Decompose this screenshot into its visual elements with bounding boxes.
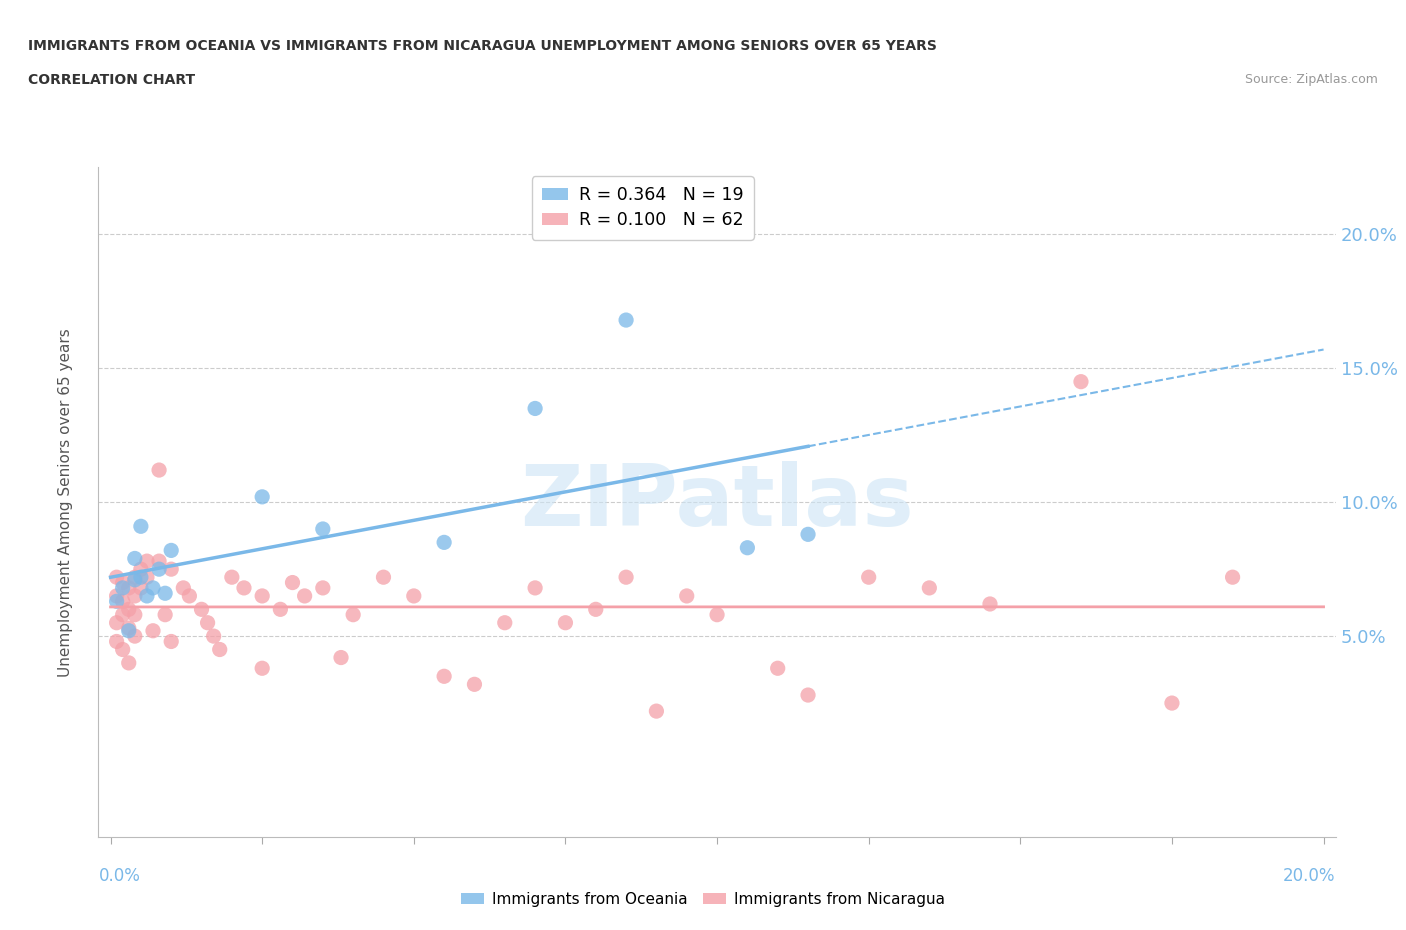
Text: ZIPatlas: ZIPatlas <box>520 460 914 544</box>
Point <box>136 589 159 604</box>
Point <box>330 650 353 665</box>
Point <box>706 607 728 622</box>
Point <box>179 589 201 604</box>
Text: Source: ZipAtlas.com: Source: ZipAtlas.com <box>1244 73 1378 86</box>
Point <box>105 634 128 649</box>
Point <box>1161 696 1184 711</box>
Point <box>124 570 146 585</box>
Point <box>148 562 170 577</box>
Y-axis label: Unemployment Among Seniors over 65 years: Unemployment Among Seniors over 65 years <box>58 328 73 677</box>
Point <box>797 527 820 542</box>
Point <box>111 642 134 657</box>
Legend: Immigrants from Oceania, Immigrants from Nicaragua: Immigrants from Oceania, Immigrants from… <box>456 886 950 913</box>
Point <box>124 607 146 622</box>
Point <box>160 562 183 577</box>
Point <box>342 607 364 622</box>
Point <box>250 489 273 504</box>
Text: CORRELATION CHART: CORRELATION CHART <box>28 73 195 86</box>
Point <box>402 589 425 604</box>
Point <box>118 620 141 635</box>
Point <box>1070 374 1092 389</box>
Point <box>105 616 128 631</box>
Point <box>124 589 146 604</box>
Point <box>463 677 485 692</box>
Point <box>294 589 316 604</box>
Point <box>160 634 183 649</box>
Point <box>918 580 941 595</box>
Point <box>221 570 243 585</box>
Legend: R = 0.364   N = 19, R = 0.100   N = 62: R = 0.364 N = 19, R = 0.100 N = 62 <box>531 176 754 240</box>
Text: IMMIGRANTS FROM OCEANIA VS IMMIGRANTS FROM NICARAGUA UNEMPLOYMENT AMONG SENIORS : IMMIGRANTS FROM OCEANIA VS IMMIGRANTS FR… <box>28 39 936 53</box>
Point <box>675 589 697 604</box>
Point <box>142 580 165 595</box>
Point <box>645 704 668 719</box>
Point <box>585 602 607 617</box>
Point <box>129 519 152 534</box>
Point <box>197 616 219 631</box>
Point <box>281 575 304 590</box>
Point <box>129 562 152 577</box>
Point <box>111 580 134 595</box>
Point <box>118 580 141 595</box>
Point <box>524 401 547 416</box>
Point <box>111 607 134 622</box>
Point <box>766 661 789 676</box>
Point <box>373 570 395 585</box>
Point <box>979 596 1001 611</box>
Point <box>148 553 170 568</box>
Point <box>124 573 146 588</box>
Point <box>208 642 231 657</box>
Point <box>136 553 159 568</box>
Point <box>858 570 880 585</box>
Point <box>737 540 759 555</box>
Point <box>124 629 146 644</box>
Point <box>172 580 194 595</box>
Point <box>433 669 456 684</box>
Point <box>105 594 128 609</box>
Point <box>129 580 152 595</box>
Text: 20.0%: 20.0% <box>1284 867 1336 884</box>
Point <box>148 462 170 477</box>
Point <box>118 656 141 671</box>
Point <box>124 551 146 565</box>
Point <box>494 616 516 631</box>
Point <box>142 623 165 638</box>
Point <box>1222 570 1244 585</box>
Point <box>111 575 134 590</box>
Point <box>136 570 159 585</box>
Point <box>312 522 335 537</box>
Point <box>202 629 225 644</box>
Point <box>269 602 291 617</box>
Point <box>153 607 176 622</box>
Point <box>190 602 212 617</box>
Point <box>312 580 335 595</box>
Point <box>433 535 456 550</box>
Point <box>118 623 141 638</box>
Point <box>105 570 128 585</box>
Point <box>111 594 134 609</box>
Point <box>105 589 128 604</box>
Text: 0.0%: 0.0% <box>98 867 141 884</box>
Point <box>250 661 273 676</box>
Point <box>233 580 256 595</box>
Point <box>797 687 820 702</box>
Point <box>524 580 547 595</box>
Point <box>118 602 141 617</box>
Point <box>129 570 152 585</box>
Point <box>160 543 183 558</box>
Point <box>250 589 273 604</box>
Point <box>153 586 176 601</box>
Point <box>614 570 637 585</box>
Point <box>554 616 576 631</box>
Point <box>614 312 637 327</box>
